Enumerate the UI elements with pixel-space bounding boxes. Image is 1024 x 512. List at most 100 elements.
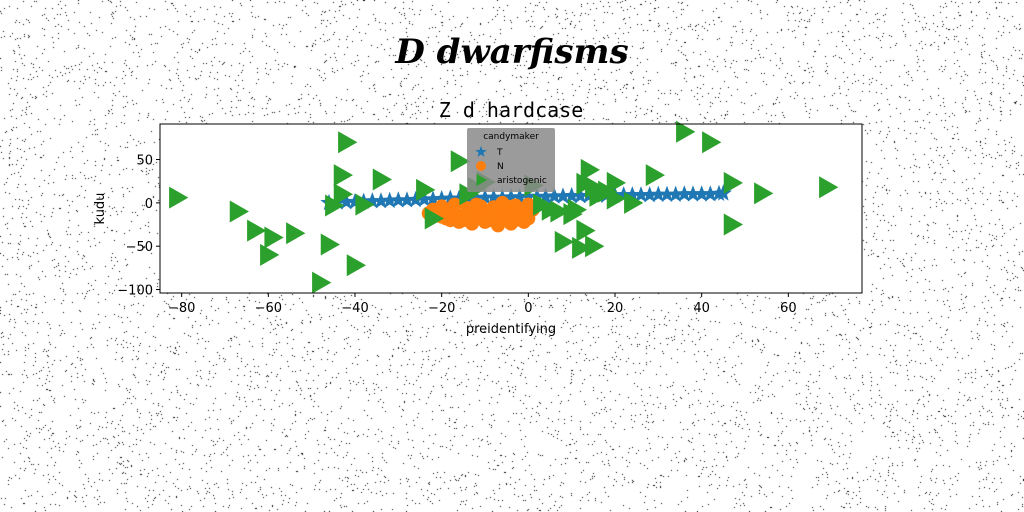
data-point-aristogenic	[576, 219, 596, 242]
data-point-T	[476, 188, 494, 205]
data-point-T	[346, 193, 364, 210]
data-point-T	[658, 185, 676, 202]
chart-marks	[169, 120, 839, 294]
legend-label: T	[496, 148, 503, 158]
data-point-aristogenic	[355, 193, 375, 216]
data-point-T	[571, 186, 589, 204]
series-aristogenic	[169, 120, 839, 294]
x-axis: −80 −60 −40 −20 0 20 40 60	[168, 293, 797, 316]
data-point-aristogenic	[333, 183, 353, 206]
data-point-N	[499, 199, 514, 214]
data-point-N	[512, 209, 527, 224]
x-tick-label: −20	[428, 301, 455, 316]
plot-frame	[159, 123, 863, 294]
legend-label: N	[497, 162, 504, 172]
data-point-T	[641, 186, 659, 203]
data-point-N	[473, 199, 488, 214]
data-point-N	[460, 209, 475, 224]
y-axis-label: kudu	[93, 193, 108, 225]
data-point-aristogenic	[372, 168, 392, 191]
data-point-aristogenic	[325, 194, 345, 217]
data-point-T	[372, 192, 390, 209]
data-point-T	[701, 185, 719, 202]
data-point-T	[554, 187, 572, 204]
y-tick-label: 50	[136, 154, 153, 169]
series-N	[421, 195, 540, 233]
data-point-T	[415, 190, 433, 207]
data-point-T	[684, 185, 702, 202]
data-point-N	[486, 209, 501, 224]
data-point-T	[563, 186, 581, 204]
data-point-N	[447, 197, 462, 212]
data-point-T	[511, 188, 529, 205]
data-point-T	[441, 189, 459, 206]
x-tick-label: 20	[607, 301, 624, 316]
data-point-T	[398, 191, 416, 208]
data-point-T	[519, 187, 537, 205]
data-point-aristogenic	[229, 200, 249, 223]
data-point-aristogenic	[450, 150, 470, 173]
data-point-aristogenic	[676, 120, 696, 143]
data-point-T	[545, 187, 563, 204]
legend-marker-T	[475, 146, 487, 157]
data-point-T	[381, 191, 399, 208]
legend-marker-aristogenic	[476, 174, 487, 186]
data-point-aristogenic	[723, 213, 743, 236]
figure-suptitle: D dwarfisms	[395, 32, 629, 72]
data-point-aristogenic	[247, 219, 267, 242]
data-point-aristogenic	[550, 200, 570, 223]
series-T	[320, 184, 732, 211]
data-point-aristogenic	[286, 222, 306, 245]
y-tick-label: −50	[126, 240, 153, 255]
data-point-T	[623, 186, 641, 203]
data-point-aristogenic	[416, 178, 436, 201]
x-tick-label: 40	[693, 301, 710, 316]
data-point-T	[389, 191, 407, 208]
data-point-T	[424, 190, 442, 207]
data-point-aristogenic	[264, 226, 284, 249]
data-point-T	[632, 186, 650, 203]
data-point-aristogenic	[169, 186, 189, 209]
data-point-aristogenic	[754, 182, 774, 205]
data-point-T	[649, 185, 667, 202]
data-point-T	[667, 185, 685, 202]
data-point-T	[502, 188, 520, 205]
data-point-aristogenic	[572, 236, 592, 259]
data-point-aristogenic	[567, 198, 587, 221]
chart-title: Z d hardcase	[439, 98, 584, 122]
y-tick-label: 0	[145, 197, 153, 212]
data-point-T	[450, 189, 468, 206]
legend-label: aristogenic	[497, 176, 547, 186]
data-point-aristogenic	[606, 187, 626, 210]
data-point-T	[675, 185, 693, 202]
data-point-T	[467, 189, 485, 206]
data-point-aristogenic	[346, 254, 366, 277]
y-axis: −100 −50 0 50	[117, 154, 160, 299]
data-point-T	[363, 192, 381, 209]
data-point-T	[615, 186, 633, 203]
y-tick-label: −100	[117, 284, 153, 299]
data-point-aristogenic	[624, 191, 644, 214]
data-point-aristogenic	[554, 230, 574, 253]
data-point-aristogenic	[723, 171, 743, 194]
x-axis-label: preidentifying	[466, 322, 556, 337]
data-point-aristogenic	[260, 243, 280, 266]
data-point-T	[433, 190, 451, 207]
legend-marker-N	[476, 161, 486, 171]
x-tick-label: −40	[341, 301, 368, 316]
data-point-aristogenic	[645, 164, 665, 187]
data-point-T	[485, 188, 503, 205]
data-point-aristogenic	[312, 271, 332, 294]
data-point-aristogenic	[606, 171, 626, 194]
data-point-aristogenic	[819, 176, 839, 199]
x-tick-label: −80	[168, 301, 195, 316]
data-point-T	[714, 184, 732, 201]
x-tick-label: 0	[524, 301, 532, 316]
data-point-aristogenic	[585, 235, 605, 258]
data-point-aristogenic	[333, 164, 353, 187]
data-point-aristogenic	[580, 158, 600, 181]
data-point-aristogenic	[320, 233, 340, 256]
